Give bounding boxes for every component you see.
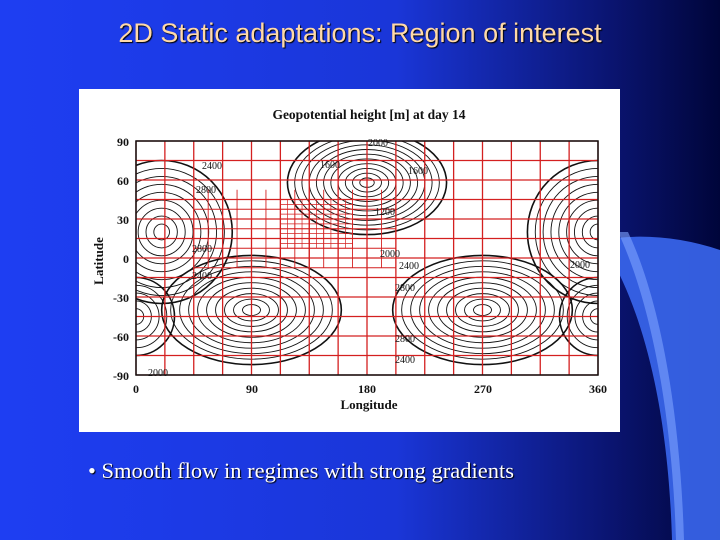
contour-label: 2000 — [148, 368, 168, 379]
contour-label: 2000 — [368, 138, 388, 149]
x-tick-label: 90 — [246, 382, 258, 396]
contour-label: 2400 — [395, 355, 415, 366]
contour-label: 2800 — [196, 185, 216, 196]
contour-line — [566, 199, 598, 265]
contour-label: 2800 — [395, 283, 415, 294]
y-tick-label: 60 — [117, 174, 129, 188]
contour-line — [558, 191, 598, 273]
contour-line — [145, 215, 178, 249]
contour-line — [581, 215, 598, 249]
contour-line — [153, 223, 170, 241]
plot-frame — [135, 140, 599, 376]
contour-line — [136, 168, 225, 296]
contour-label: 2400 — [192, 271, 212, 282]
contour-label: 1200 — [375, 207, 395, 218]
bullet-text: Smooth flow in regimes with strong gradi… — [101, 458, 514, 483]
contour-line — [534, 168, 598, 296]
contour-line — [136, 183, 210, 281]
y-tick-label: 0 — [123, 252, 129, 266]
x-tick-label: 360 — [589, 382, 607, 396]
contour-label: 1600 — [408, 166, 428, 177]
contour-labels: 2000 2400 2800 1600 1600 1200 2800 2400 … — [148, 138, 590, 379]
x-tick-label: 0 — [133, 382, 139, 396]
y-tick-label: -90 — [113, 369, 129, 383]
x-tick-label: 180 — [358, 382, 376, 396]
y-tick-label: 90 — [117, 135, 129, 149]
bullet-point: • Smooth flow in regimes with strong gra… — [88, 458, 708, 484]
adaptive-grid — [135, 140, 599, 376]
contour-label: 2400 — [399, 261, 419, 272]
y-axis-label: Latitude — [91, 237, 106, 285]
geopotential-figure: Geopotential height [m] at day 14 2000 2… — [79, 89, 620, 432]
x-axis-label: Longitude — [340, 397, 397, 412]
contour-line — [574, 207, 598, 257]
contour-line — [136, 191, 202, 273]
contour-line — [589, 223, 598, 241]
contour-line — [137, 207, 186, 257]
y-tick-label: -30 — [113, 291, 129, 305]
contour-label: 2000 — [380, 249, 400, 260]
contour-label: 2800 — [395, 334, 415, 345]
contour-line — [550, 183, 598, 281]
contour-label: 1600 — [320, 160, 340, 171]
bullet-marker: • — [88, 458, 96, 483]
y-tick-label: -60 — [113, 330, 129, 344]
contour-label: 2400 — [202, 161, 222, 172]
contour-plot: Geopotential height [m] at day 14 2000 2… — [91, 107, 607, 412]
contour-line — [136, 159, 234, 305]
contour-line — [542, 175, 598, 289]
contour-label: 2000 — [570, 260, 590, 271]
x-tick-label: 270 — [474, 382, 492, 396]
contour-line — [136, 199, 194, 265]
slide-title: 2D Static adaptations: Region of interes… — [118, 18, 602, 48]
y-tick-label: 30 — [117, 213, 129, 227]
figure-title: Geopotential height [m] at day 14 — [272, 107, 465, 122]
contour-label: 2800 — [192, 244, 212, 255]
